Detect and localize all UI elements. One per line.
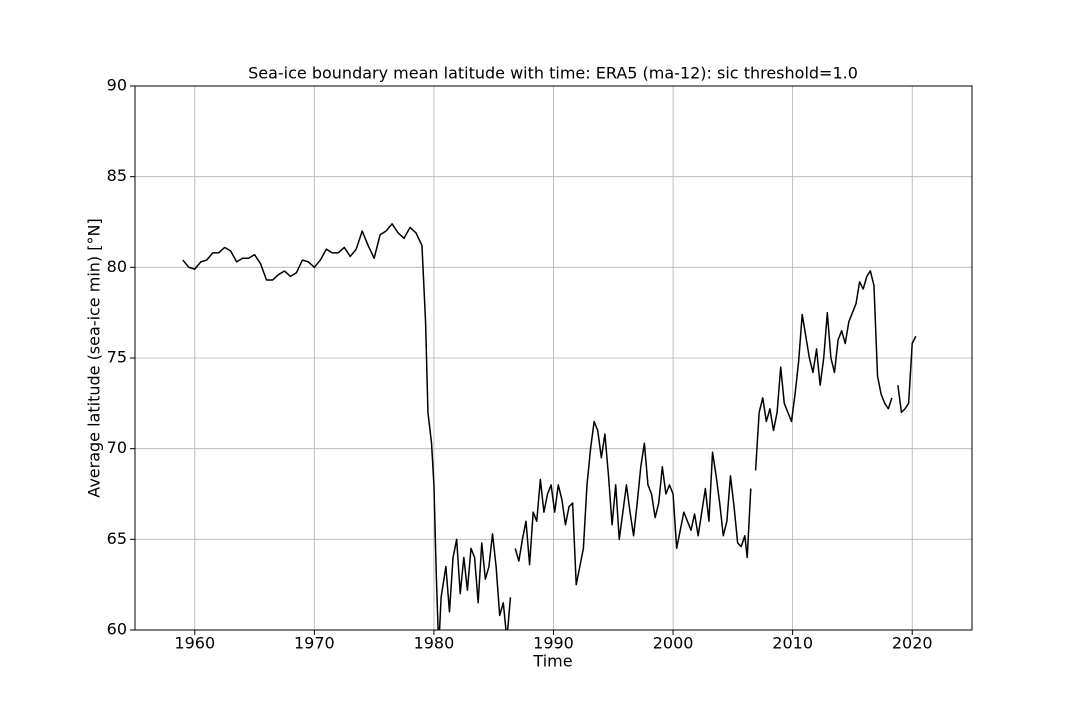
plot-area — [182, 223, 917, 630]
x-tick-label: 1990 — [533, 634, 574, 653]
data-line — [182, 223, 917, 630]
y-tick-label: 60 — [107, 620, 127, 639]
x-axis-label: Time — [532, 652, 572, 671]
x-tick-label: 2010 — [772, 634, 813, 653]
x-tick-label: 2020 — [892, 634, 933, 653]
y-axis-label: Average latitude (sea-ice min) [°N] — [85, 218, 104, 497]
y-tick-label: 65 — [107, 529, 127, 548]
plot-frame — [134, 85, 973, 631]
x-tick-label: 2000 — [653, 634, 694, 653]
x-tick-label: 1960 — [174, 634, 215, 653]
y-tick-label: 85 — [107, 166, 127, 185]
y-tick-label: 90 — [107, 76, 127, 95]
x-tick-label: 1970 — [294, 634, 335, 653]
y-tick-label: 70 — [107, 438, 127, 457]
x-tick-label: 1980 — [414, 634, 455, 653]
y-tick-label: 80 — [107, 257, 127, 276]
chart-title: Sea-ice boundary mean latitude with time… — [248, 64, 858, 83]
y-tick-label: 75 — [107, 348, 127, 367]
